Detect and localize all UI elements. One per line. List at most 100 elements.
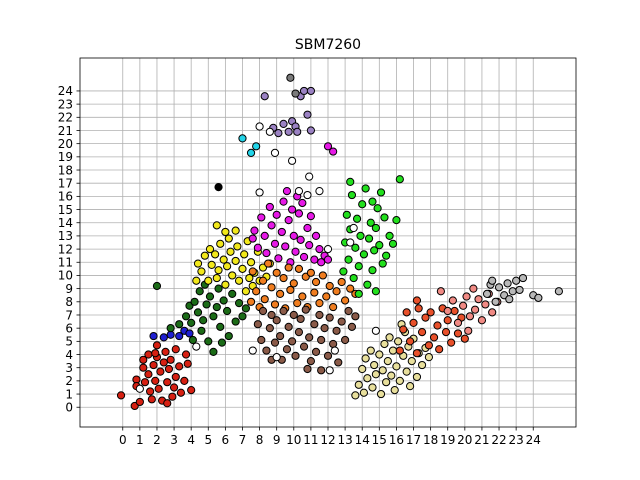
data-point — [192, 276, 201, 285]
y-tick-label: 17 — [58, 176, 73, 190]
y-tick-label: 1 — [65, 387, 73, 401]
data-point — [209, 312, 218, 321]
data-point — [395, 346, 404, 355]
data-point — [270, 148, 280, 157]
x-tick-label: 14 — [355, 433, 370, 447]
x-tick-label: 2 — [153, 433, 161, 447]
data-point — [241, 304, 251, 313]
data-point — [135, 397, 144, 407]
data-point — [329, 147, 338, 156]
grid-lines — [80, 58, 576, 427]
data-point — [481, 300, 490, 309]
data-point — [272, 268, 281, 277]
point-cluster — [248, 142, 338, 267]
data-point — [330, 346, 339, 355]
data-point — [378, 259, 387, 268]
data-point — [363, 374, 372, 383]
data-point — [166, 355, 175, 364]
chart-title: SBM7260 — [295, 37, 361, 53]
y-tick-label: 15 — [58, 203, 73, 217]
x-tick-label: 17 — [406, 433, 421, 447]
data-point — [199, 316, 208, 325]
data-point — [505, 295, 514, 304]
data-point — [299, 86, 309, 96]
data-point — [175, 320, 184, 329]
point-cluster — [351, 320, 434, 400]
data-point — [149, 360, 158, 370]
data-point — [264, 259, 273, 268]
y-tick-label: 13 — [58, 229, 73, 243]
x-tick-label: 23 — [508, 433, 523, 447]
data-point — [380, 339, 389, 349]
x-tick-label: 3 — [170, 433, 178, 447]
data-point — [258, 276, 268, 285]
data-point — [183, 359, 192, 368]
data-point — [294, 264, 304, 273]
data-point — [392, 362, 401, 371]
data-point — [188, 335, 197, 345]
data-point — [250, 226, 259, 235]
data-point — [376, 389, 386, 399]
data-point — [181, 312, 191, 321]
data-point — [262, 248, 271, 258]
data-point — [180, 376, 189, 385]
point-cluster — [260, 86, 315, 138]
data-point — [169, 383, 179, 392]
data-point — [503, 279, 512, 288]
data-point — [317, 335, 326, 345]
data-point — [368, 383, 377, 392]
x-tick-label: 9 — [273, 433, 281, 447]
data-point — [212, 221, 221, 230]
data-point — [310, 255, 319, 264]
data-point — [151, 376, 160, 385]
data-point — [287, 337, 297, 346]
data-point — [187, 318, 196, 327]
data-point — [370, 360, 379, 370]
data-point — [221, 280, 230, 289]
data-point — [286, 73, 295, 82]
data-point — [219, 255, 228, 264]
data-point — [491, 297, 500, 306]
data-point — [202, 300, 211, 309]
data-point — [163, 378, 172, 387]
data-point — [337, 317, 346, 326]
data-point — [289, 310, 298, 320]
data-point — [554, 287, 563, 296]
y-tick-label: 5 — [65, 335, 73, 349]
data-point — [228, 289, 237, 298]
x-tick-label: 18 — [423, 433, 438, 447]
data-point — [291, 351, 300, 360]
y-tick-label: 20 — [58, 137, 73, 151]
data-point — [197, 326, 206, 335]
data-point — [260, 295, 269, 304]
data-point — [358, 200, 367, 209]
data-point — [323, 142, 333, 151]
point-cluster — [482, 273, 563, 306]
data-point — [373, 204, 382, 213]
y-tick-label: 19 — [58, 150, 73, 164]
data-point — [293, 299, 302, 308]
data-point — [171, 345, 180, 354]
data-point — [443, 316, 452, 325]
data-point — [272, 353, 281, 362]
data-point — [260, 92, 269, 101]
data-point — [214, 266, 223, 275]
data-point — [224, 234, 233, 243]
data-point — [286, 285, 295, 295]
data-point — [168, 392, 177, 401]
data-point — [322, 292, 331, 301]
x-tick-label: 19 — [440, 433, 455, 447]
data-point — [293, 127, 302, 136]
data-point — [267, 221, 276, 230]
data-point — [376, 188, 386, 197]
point-cluster — [135, 122, 380, 393]
data-point — [339, 267, 348, 276]
data-point — [399, 325, 408, 334]
y-tick-label: 7 — [65, 308, 73, 322]
data-point — [287, 205, 297, 214]
data-point — [358, 364, 367, 374]
data-point — [359, 250, 369, 259]
data-point — [515, 285, 524, 295]
data-point — [465, 312, 475, 321]
data-point — [320, 324, 329, 333]
